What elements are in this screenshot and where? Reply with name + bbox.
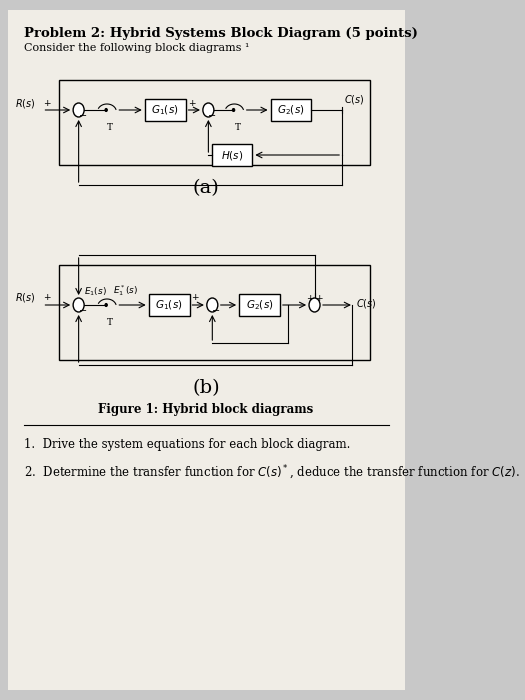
Circle shape: [73, 298, 84, 312]
FancyBboxPatch shape: [270, 99, 311, 121]
Text: −: −: [208, 112, 216, 121]
Text: (b): (b): [192, 379, 220, 397]
Text: Problem 2: Hybrid Systems Block Diagram (5 points): Problem 2: Hybrid Systems Block Diagram …: [24, 27, 417, 40]
Text: $C(s)$: $C(s)$: [356, 298, 377, 311]
Text: −: −: [212, 307, 220, 316]
Text: T: T: [107, 318, 113, 327]
Text: +: +: [306, 294, 313, 303]
Circle shape: [105, 304, 107, 307]
Circle shape: [233, 108, 235, 111]
Text: $E^*_1(s)$: $E^*_1(s)$: [113, 283, 139, 298]
FancyBboxPatch shape: [212, 144, 253, 166]
Text: T: T: [235, 123, 240, 132]
Text: −: −: [79, 112, 87, 121]
Text: +: +: [43, 293, 51, 302]
Text: 2.  Determine the transfer function for $C(s)^*$, deduce the transfer function f: 2. Determine the transfer function for $…: [24, 464, 519, 482]
Text: $G_1(s)$: $G_1(s)$: [155, 298, 183, 312]
Text: Figure 1: Hybrid block diagrams: Figure 1: Hybrid block diagrams: [98, 403, 313, 416]
Circle shape: [309, 298, 320, 312]
Text: $G_2(s)$: $G_2(s)$: [246, 298, 273, 312]
Text: Consider the following block diagrams ¹: Consider the following block diagrams ¹: [24, 43, 249, 53]
Text: $G_1(s)$: $G_1(s)$: [151, 103, 179, 117]
Text: $R(s)$: $R(s)$: [15, 291, 35, 304]
Text: +: +: [191, 293, 199, 302]
FancyBboxPatch shape: [8, 10, 405, 690]
Text: (a): (a): [193, 179, 219, 197]
Text: $G_2(s)$: $G_2(s)$: [277, 103, 304, 117]
Text: $H(s)$: $H(s)$: [221, 148, 243, 162]
Circle shape: [73, 103, 84, 117]
FancyBboxPatch shape: [239, 294, 280, 316]
Text: +: +: [43, 99, 51, 108]
FancyBboxPatch shape: [149, 294, 190, 316]
Text: $R(s)$: $R(s)$: [15, 97, 35, 109]
Circle shape: [105, 108, 107, 111]
Text: $E_1(s)$: $E_1(s)$: [85, 286, 108, 298]
Text: +: +: [316, 294, 323, 303]
Text: $C(s)$: $C(s)$: [344, 94, 365, 106]
Circle shape: [207, 298, 218, 312]
Text: +: +: [188, 99, 196, 108]
Text: 1.  Drive the system equations for each block diagram.: 1. Drive the system equations for each b…: [24, 438, 350, 451]
FancyBboxPatch shape: [145, 99, 185, 121]
Circle shape: [203, 103, 214, 117]
Text: T: T: [107, 123, 113, 132]
Text: −: −: [79, 307, 87, 316]
